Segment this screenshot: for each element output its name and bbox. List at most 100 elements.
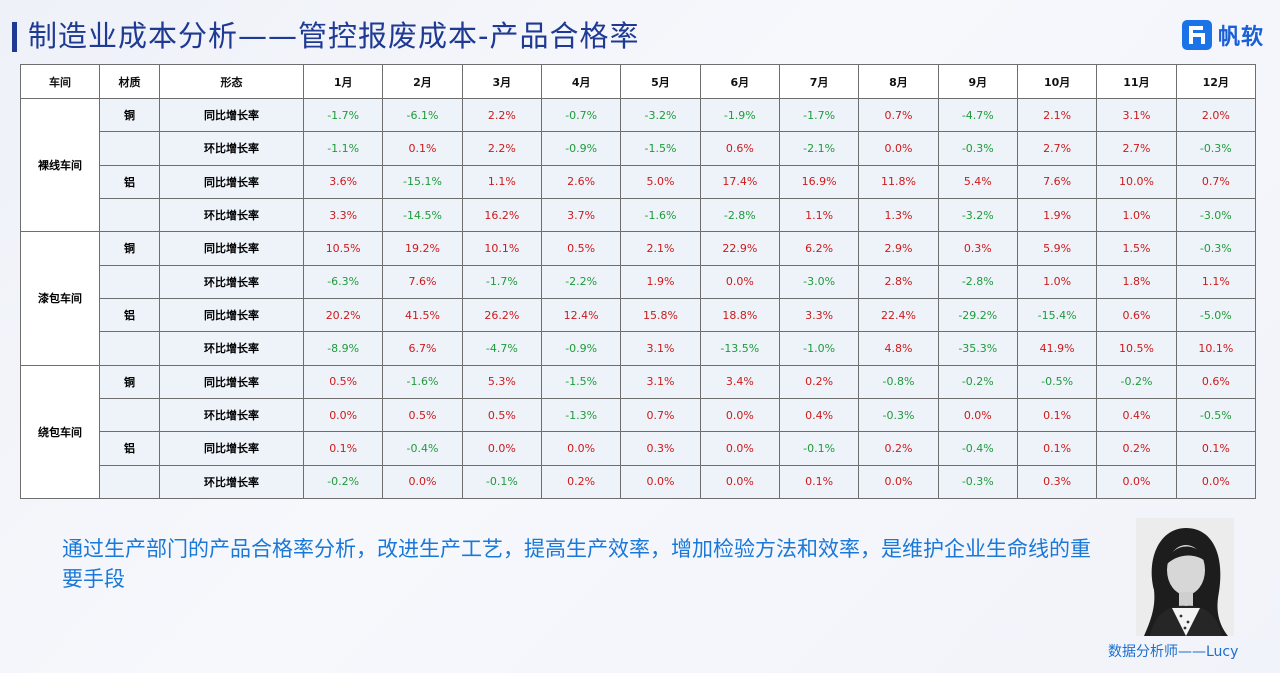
header-month: 2月 (382, 64, 463, 99)
cell-value: 10.5% (1096, 331, 1177, 366)
cell-value: 0.3% (620, 431, 701, 466)
table-row: 环比增长率 0.0% 0.5% 0.5% -1.3% 0.7% 0.0% 0.4% -0.3% 0… (21, 397, 1257, 433)
cell-value: 0.3% (1016, 464, 1098, 500)
table-row: 环比增长率 -6.3% 7.6% -1.7% -2.2% 1.9% 0.0% -3.0% 2.8… (21, 264, 1257, 299)
cell-value: 3.4% (699, 364, 780, 399)
cell-value: 6.7% (382, 331, 463, 366)
header-month: 11月 (1096, 64, 1177, 99)
cell-metric: 环比增长率 (159, 264, 304, 299)
cell-value: 2.2% (461, 97, 542, 133)
cell-value: 1.9% (620, 264, 701, 299)
analyst-portrait-icon (1136, 518, 1234, 636)
cell-value: -1.7% (461, 264, 542, 299)
table-row: 铝同比增长率 0.1% -0.4% 0.0% 0.0% 0.3% 0.0% -0.1% 0.2%… (21, 431, 1257, 466)
cell-value: 0.0% (699, 464, 780, 500)
cell-value: 2.6% (540, 164, 622, 199)
cell-value: 0.5% (461, 397, 542, 433)
cell-value: -0.3% (937, 131, 1018, 166)
page-title: 制造业成本分析——管控报废成本-产品合格率 (28, 19, 640, 53)
cell-value: -0.3% (858, 397, 939, 433)
cell-value: 1.9% (1016, 197, 1098, 233)
cell-value: 20.2% (302, 297, 384, 333)
cell-value: 2.1% (620, 231, 701, 266)
cell-value: -6.3% (302, 264, 384, 299)
cell-metric: 环比增长率 (159, 397, 304, 433)
cell-material: 铝 (99, 297, 160, 333)
table-row: 环比增长率 -1.1% 0.1% 2.2% -0.9% -1.5% 0.6% -2.1% 0.0… (21, 131, 1257, 166)
table-row: 绕包车间铜同比增长率 0.5% -1.6% 5.3% -1.5% 3.1% 3.4% 0.2%… (20, 364, 1257, 500)
cell-value: 0.1% (1175, 431, 1257, 466)
cell-value: 0.0% (699, 264, 780, 299)
cell-value: 3.3% (778, 297, 860, 333)
cell-value: 0.7% (1175, 164, 1257, 199)
cell-value: 11.8% (858, 164, 939, 199)
table-row: 裸线车间铜同比增长率 -1.7% -6.1% 2.2% -0.7% -3.2% -1.9% -… (20, 97, 1257, 233)
cell-value: 7.6% (1016, 164, 1098, 199)
cell-value: 0.4% (1096, 397, 1177, 433)
cell-value: 1.3% (858, 197, 939, 233)
cell-value: -0.1% (461, 464, 542, 500)
cell-value: 7.6% (382, 264, 463, 299)
cell-value: -1.3% (540, 397, 622, 433)
cell-value: 0.0% (382, 464, 463, 500)
table-row: 环比增长率 3.3% -14.5% 16.2% 3.7% -1.6% -2.8% 1.1% 1.… (21, 197, 1257, 233)
cell-metric: 同比增长率 (159, 164, 304, 199)
cell-value: 16.9% (778, 164, 860, 199)
cell-shop: 绕包车间 (20, 364, 100, 500)
cell-value: 0.1% (1016, 431, 1098, 466)
cell-material (99, 397, 160, 433)
cell-value: 3.3% (302, 197, 384, 233)
cell-value: 10.0% (1096, 164, 1177, 199)
cell-value: 0.0% (302, 397, 384, 433)
cell-value: 3.7% (540, 197, 622, 233)
cell-value: -4.7% (461, 331, 542, 366)
cell-value: 2.1% (1016, 97, 1098, 133)
cell-value: 1.5% (1096, 231, 1177, 266)
cell-metric: 同比增长率 (159, 97, 304, 133)
cell-value: -15.1% (382, 164, 463, 199)
cell-value: -3.0% (1175, 197, 1257, 233)
header-form: 形态 (159, 64, 304, 99)
cell-value: 2.7% (1016, 131, 1098, 166)
cell-value: -2.1% (778, 131, 860, 166)
cell-value: 16.2% (461, 197, 542, 233)
brand-logo: 帆软 (1181, 18, 1264, 52)
cell-value: -1.6% (382, 364, 463, 399)
cell-material: 铜 (99, 364, 160, 399)
cell-value: -3.2% (937, 197, 1018, 233)
cell-value: 0.0% (1096, 464, 1177, 500)
analyst-caption: 数据分析师——Lucy (1108, 644, 1239, 660)
cell-metric: 环比增长率 (159, 464, 304, 500)
cell-metric: 同比增长率 (159, 231, 304, 266)
cell-value: 0.1% (778, 464, 860, 500)
cell-value: 0.3% (937, 231, 1018, 266)
cell-value: 26.2% (461, 297, 542, 333)
cell-value: -0.2% (302, 464, 384, 500)
cell-value: 5.4% (937, 164, 1018, 199)
table-row: 铝同比增长率 20.2% 41.5% 26.2% 12.4% 15.8% 18.8% 3.3%… (21, 297, 1257, 333)
analysis-description: 通过生产部门的产品合格率分析，改进生产工艺，提高生产效率，增加检验方法和效率，是… (62, 537, 1091, 591)
cell-value: 0.5% (382, 397, 463, 433)
cell-value: 19.2% (382, 231, 463, 266)
cell-value: -1.5% (620, 131, 701, 166)
cell-metric: 环比增长率 (159, 331, 304, 366)
cell-value: 1.8% (1096, 264, 1177, 299)
cell-value: -0.3% (1175, 231, 1257, 266)
cell-value: -5.0% (1175, 297, 1257, 333)
cell-value: 0.6% (699, 131, 780, 166)
cell-metric: 同比增长率 (159, 364, 304, 399)
cell-metric: 同比增长率 (159, 297, 304, 333)
cell-value: 0.0% (858, 464, 939, 500)
cell-value: 3.1% (1096, 97, 1177, 133)
cell-material (99, 197, 160, 233)
header-shop: 车间 (20, 64, 100, 99)
cell-value: 4.8% (858, 331, 939, 366)
cell-value: -0.5% (1016, 364, 1098, 399)
cell-value: 6.2% (778, 231, 860, 266)
cell-value: -0.7% (540, 97, 622, 133)
cell-material: 铝 (99, 431, 160, 466)
qualification-rate-table: 车间 材质 形态 1月 2月 3月 4月 5月 6月 7月 8月 9月 10月 … (20, 64, 1257, 500)
cell-value: 41.9% (1016, 331, 1098, 366)
cell-value: 0.1% (382, 131, 463, 166)
cell-value: -1.5% (540, 364, 622, 399)
